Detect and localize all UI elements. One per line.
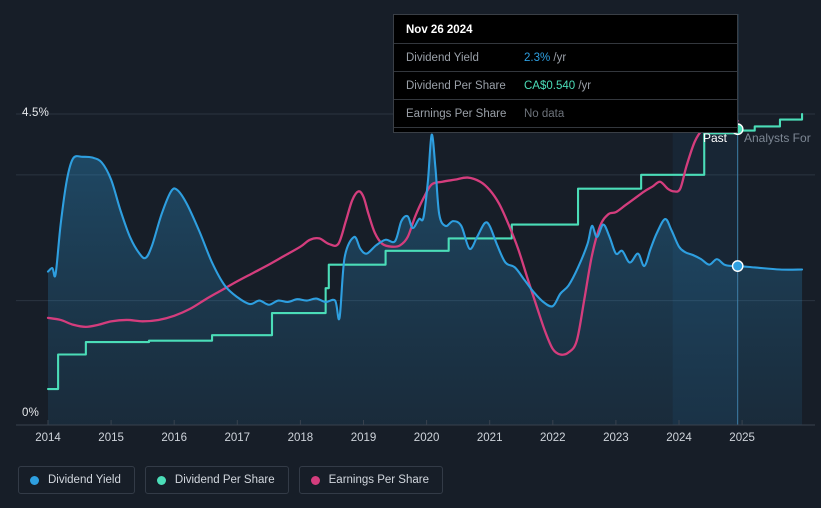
dividend-yield-area [48, 134, 803, 425]
chart-tooltip: Nov 26 2024 Dividend Yield 2.3% /yr Divide… [393, 14, 738, 133]
legend-item-earnings-per-share[interactable]: Earnings Per Share [298, 466, 443, 494]
series-marker [731, 260, 744, 272]
tooltip-footer-rule [394, 127, 737, 132]
x-axis-tick-label: 2022 [540, 432, 566, 444]
chart-legend: Dividend Yield Dividend Per Share Earnings… [18, 466, 443, 494]
x-axis-tick-label: 2014 [35, 432, 61, 444]
tooltip-date: Nov 26 2024 [406, 24, 473, 36]
x-axis-tick-label: 2021 [476, 432, 503, 444]
legend-color-dot [310, 475, 320, 485]
x-axis-tick-label: 2019 [350, 432, 377, 444]
y-axis-label-bottom: 0% [22, 407, 40, 419]
x-axis-tick-label: 2016 [161, 432, 187, 444]
tooltip-row: Earnings Per Share No data [394, 99, 737, 127]
dividend-per-share-line [46, 112, 804, 391]
dividend-yield-line [46, 133, 804, 321]
y-axis-label-top: 4.5% [22, 107, 50, 119]
x-axis-tick-label: 2024 [666, 432, 692, 444]
tooltip-row: Dividend Yield 2.3% /yr [394, 43, 737, 71]
tooltip-row-label: Dividend Yield [406, 51, 479, 64]
x-axis-tick-label: 2017 [224, 432, 251, 444]
tooltip-row-label: Dividend Per Share [406, 79, 506, 92]
past-period-label: Past [703, 131, 728, 145]
tooltip-row-value: No data [524, 107, 565, 120]
tooltip-row-value: CA$0.540 /yr [524, 79, 592, 92]
x-axis-tick-label: 2018 [287, 432, 314, 444]
legend-item-dividend-per-share[interactable]: Dividend Per Share [144, 466, 289, 494]
legend-item-dividend-yield[interactable]: Dividend Yield [18, 466, 135, 494]
legend-item-label: Earnings Per Share [328, 474, 429, 486]
tooltip-row: Dividend Per Share CA$0.540 /yr [394, 71, 737, 99]
legend-item-label: Dividend Per Share [174, 474, 275, 486]
x-axis-tick-label: 2020 [413, 432, 440, 444]
legend-color-dot [156, 475, 166, 485]
x-axis-tick-label: 2023 [603, 432, 629, 444]
x-axis-tick-label: 2015 [98, 432, 124, 444]
tooltip-row-label: Earnings Per Share [406, 107, 507, 120]
tooltip-row-value: 2.3% /yr [524, 51, 567, 64]
legend-color-dot [30, 475, 39, 485]
x-axis-tick-label: 2025 [729, 432, 755, 444]
tooltip-rows: Dividend Yield 2.3% /yr Dividend Per Share… [394, 43, 737, 127]
forecast-period-label: Analysts For [744, 131, 811, 145]
legend-item-label: Dividend Yield [48, 474, 121, 486]
